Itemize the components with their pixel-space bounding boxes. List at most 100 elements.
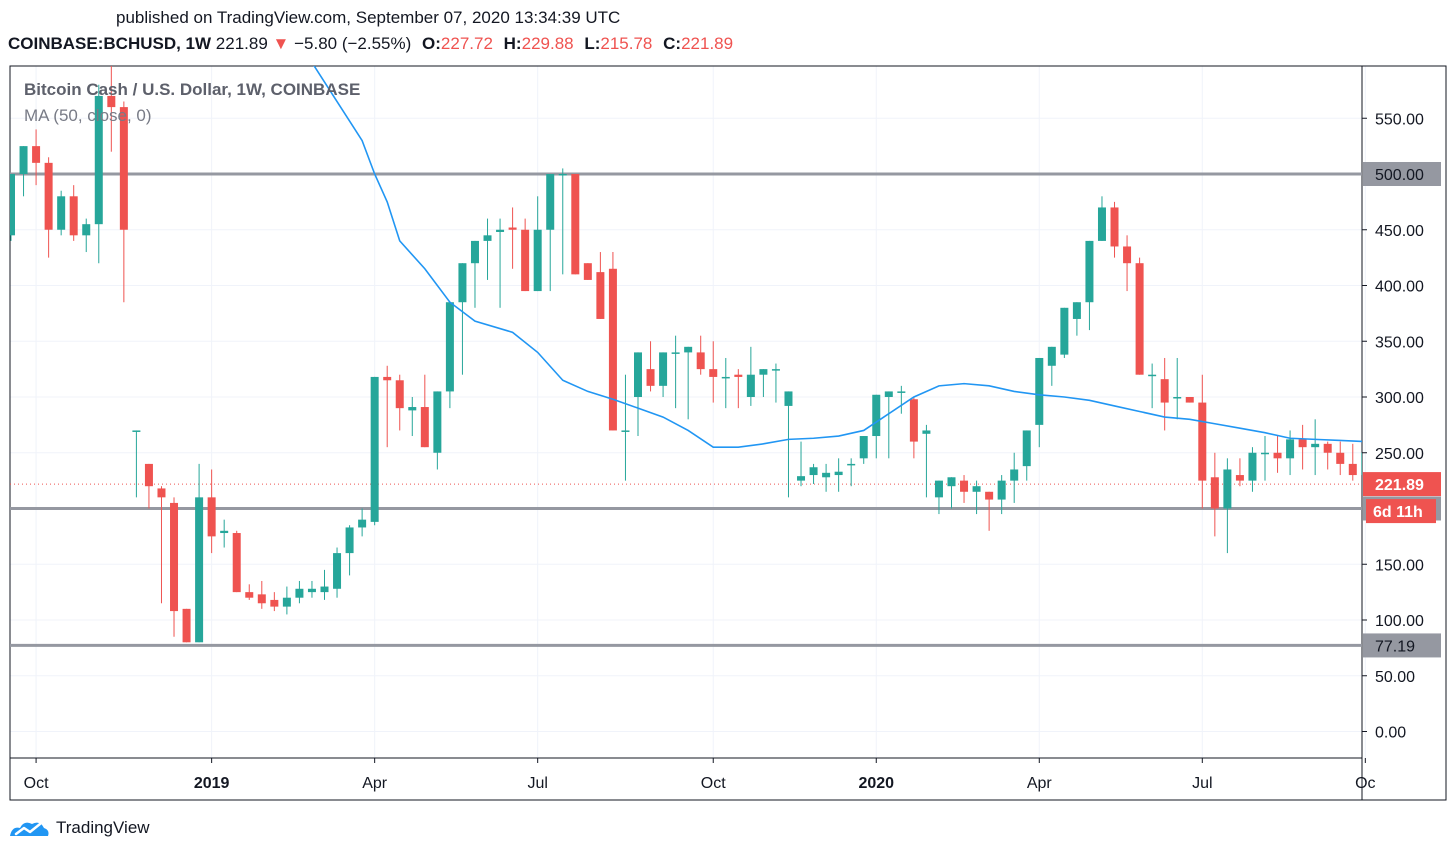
candle — [1273, 452, 1282, 459]
candle — [1160, 379, 1169, 403]
candle — [408, 407, 417, 411]
low-value: 215.78 — [600, 34, 653, 53]
candle — [759, 369, 768, 375]
low-label: L: — [584, 34, 601, 53]
candle — [621, 430, 630, 432]
last-price-label: 221.89 — [1375, 477, 1424, 494]
candle — [1261, 452, 1269, 455]
candle — [960, 480, 969, 492]
candle — [144, 463, 153, 487]
candle — [659, 352, 668, 386]
price-tick-label: 450.00 — [1375, 223, 1424, 240]
candle — [1072, 302, 1081, 319]
candle — [1210, 477, 1219, 509]
time-tick-label: 2020 — [858, 775, 894, 792]
candle — [333, 553, 342, 589]
countdown-label-box — [1366, 499, 1436, 524]
candle — [157, 488, 166, 498]
time-tick-label: Oct — [701, 775, 726, 792]
candle — [44, 162, 53, 230]
candle — [195, 497, 204, 643]
candle — [1185, 397, 1194, 403]
high-label: H: — [503, 34, 522, 53]
candle — [458, 263, 467, 303]
symbol-label[interactable]: COINBASE:BCHUSD, 1W — [8, 34, 212, 53]
time-tick-label: Oct — [24, 775, 49, 792]
candle — [696, 352, 705, 370]
level-label: 77.19 — [1375, 638, 1415, 655]
candle — [1286, 439, 1295, 459]
time-tick-label: Apr — [362, 775, 388, 792]
candle — [433, 391, 442, 453]
candle — [583, 263, 592, 280]
candle — [1097, 207, 1106, 241]
candle — [1235, 475, 1244, 481]
candle — [909, 399, 918, 442]
candle — [847, 463, 856, 466]
candle — [784, 391, 793, 406]
candle — [1110, 207, 1119, 247]
price-tick-label: 550.00 — [1375, 111, 1424, 128]
candle — [608, 268, 617, 431]
tradingview-logo-icon — [10, 822, 49, 836]
countdown-label: 6d 11h — [1373, 504, 1423, 521]
candle — [822, 472, 831, 478]
candle — [307, 588, 316, 593]
candle — [282, 597, 291, 607]
price-tick-label: 150.00 — [1375, 557, 1424, 574]
price-tick-label: 50.00 — [1375, 669, 1415, 686]
price-tick-label: 300.00 — [1375, 390, 1424, 407]
candle — [897, 391, 906, 393]
ma50-line — [313, 66, 1362, 448]
candle — [420, 407, 429, 448]
last-price-label-box — [1363, 472, 1441, 497]
price-tick-label: 0.00 — [1375, 725, 1406, 742]
candle — [834, 471, 843, 476]
high-value: 229.88 — [521, 34, 574, 53]
candle — [1298, 439, 1307, 448]
candle — [1198, 402, 1207, 481]
candle — [1361, 452, 1362, 476]
candle — [934, 480, 943, 498]
candle — [245, 592, 254, 598]
candle — [270, 599, 279, 607]
candle — [232, 533, 241, 593]
time-tick-label: Oc — [1355, 775, 1375, 792]
close-value: 221.89 — [681, 34, 734, 53]
candle — [1010, 469, 1019, 481]
candle — [521, 229, 530, 292]
candle — [1348, 463, 1357, 476]
price-tick-label: 100.00 — [1375, 613, 1424, 630]
candle — [445, 302, 454, 392]
open-value: 227.72 — [440, 34, 493, 53]
candle — [508, 227, 517, 230]
candle — [671, 352, 680, 354]
level-label-box — [1363, 162, 1441, 186]
candle — [972, 486, 981, 492]
close-label: C: — [663, 34, 682, 53]
time-tick-label: Jul — [1192, 775, 1212, 792]
candle — [94, 95, 103, 225]
candle — [57, 196, 66, 230]
candle — [10, 174, 15, 236]
tradingview-footer[interactable]: TradingView — [8, 816, 150, 840]
candle — [596, 272, 605, 319]
candle — [69, 196, 78, 236]
last-price: 221.89 — [215, 34, 268, 53]
candle — [872, 394, 881, 437]
ma-indicator-legend[interactable]: MA (50, close, 0) — [24, 106, 152, 125]
candle — [383, 376, 392, 381]
candle — [721, 376, 730, 379]
candle — [1035, 357, 1044, 425]
price-tick-label: 250.00 — [1375, 446, 1424, 463]
level-label-box — [1363, 633, 1441, 658]
time-tick-label: Apr — [1027, 775, 1053, 792]
candle — [119, 107, 128, 230]
open-label: O: — [422, 34, 441, 53]
chart-frame — [9, 65, 1447, 801]
candle — [1085, 240, 1094, 303]
candle — [395, 380, 404, 409]
candle — [646, 369, 655, 386]
candle — [483, 235, 492, 241]
